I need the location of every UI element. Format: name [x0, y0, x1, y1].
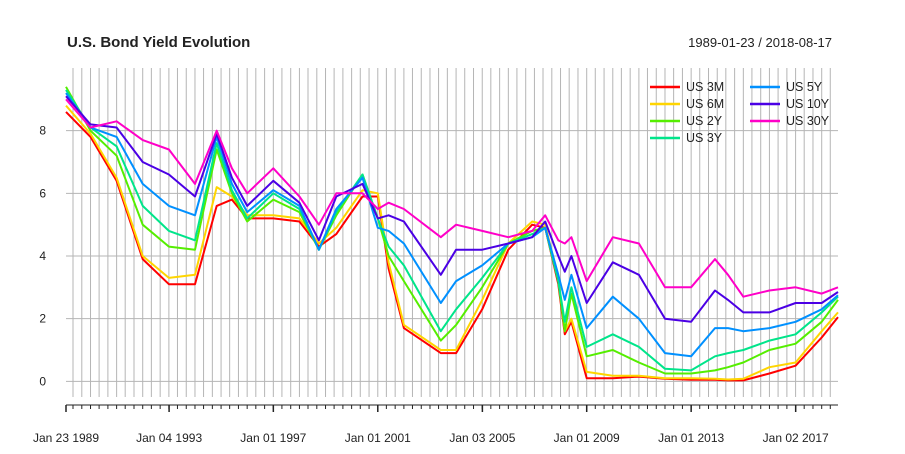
x-axis: Jan 23 1989 Jan 04 1993 Jan 01 1997 Jan 01 …: [33, 404, 838, 445]
chart-title: U.S. Bond Yield Evolution: [67, 34, 250, 51]
legend-label: US 3Y: [686, 131, 723, 145]
y-tick-label: 4: [39, 249, 46, 263]
series-lines: [65, 86, 839, 382]
series-line-us-30y: [65, 98, 839, 298]
series-line-us-2y: [65, 86, 839, 375]
x-tick-label: Jan 04 1993: [136, 431, 202, 445]
y-tick-label: 8: [39, 124, 46, 138]
series-line-us-5y: [65, 92, 839, 358]
x-tick-label: Jan 03 2005: [449, 431, 515, 445]
x-tick-label: Jan 23 1989: [33, 431, 99, 445]
legend-label: US 10Y: [786, 97, 830, 111]
legend-label: US 6M: [686, 97, 724, 111]
series-line-us-3y: [65, 89, 839, 372]
legend-label: US 5Y: [786, 80, 823, 94]
x-tick-label: Jan 02 2017: [763, 431, 829, 445]
series-line-us-10y: [65, 95, 839, 323]
y-tick-label: 6: [39, 186, 46, 200]
legend: US 3M US 6M US 2Y US 3Y US 5Y US 10Y US 30Y: [650, 80, 830, 145]
legend-label: US 2Y: [686, 114, 723, 128]
y-tick-label: 0: [39, 374, 46, 388]
legend-label: US 3M: [686, 80, 724, 94]
y-axis: 0 2 4 6 8: [39, 124, 46, 389]
grid: [66, 68, 838, 397]
date-range-label: 1989-01-23 / 2018-08-17: [688, 35, 832, 50]
legend-label: US 30Y: [786, 114, 830, 128]
series-line-us-6m: [65, 104, 839, 381]
x-tick-label: Jan 01 2009: [554, 431, 620, 445]
x-tick-label: Jan 01 2013: [658, 431, 724, 445]
series-line-us-3m: [65, 111, 839, 382]
x-tick-label: Jan 01 1997: [240, 431, 306, 445]
y-tick-label: 2: [39, 312, 46, 326]
x-tick-label: Jan 01 2001: [345, 431, 411, 445]
